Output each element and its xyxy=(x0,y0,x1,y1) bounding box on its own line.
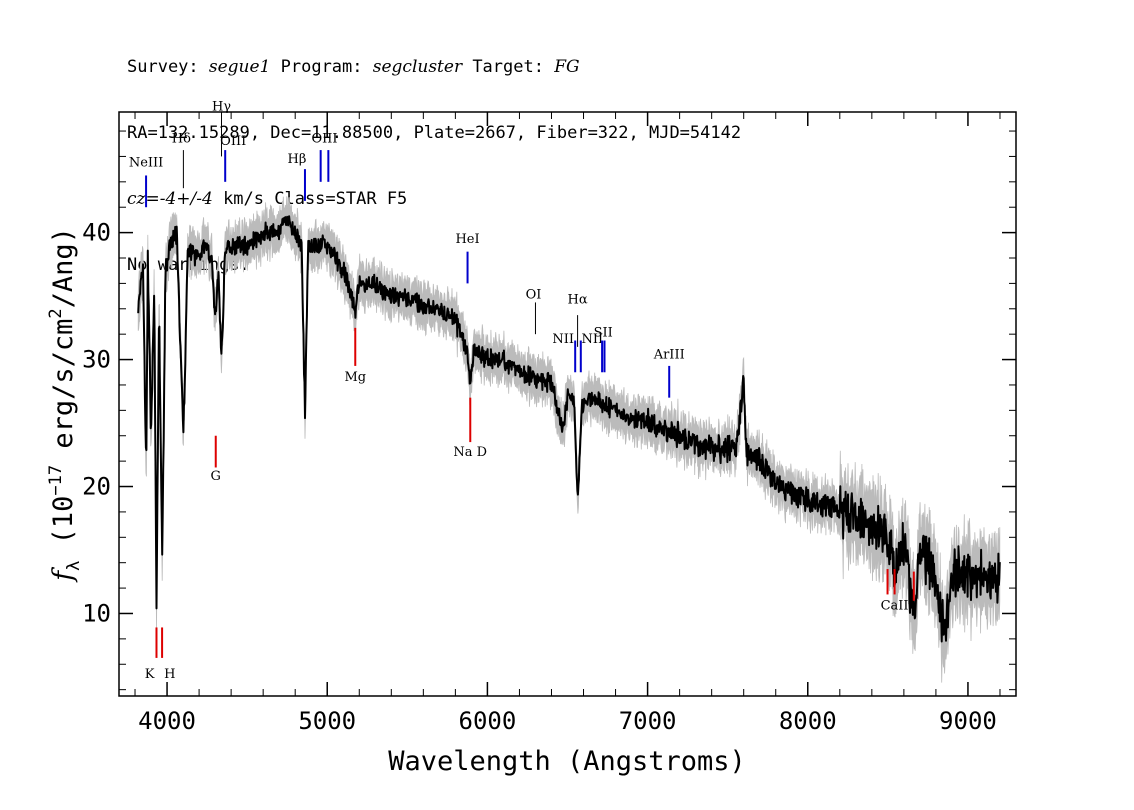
x-axis-ticks: 4000 5000 6000 7000 8000 9000 xyxy=(134,112,1001,735)
x-tick-label: 5000 xyxy=(298,707,356,735)
line-label: OIII xyxy=(311,131,337,146)
line-label: SII xyxy=(594,326,613,341)
error-band xyxy=(137,196,1001,683)
line-label: OI xyxy=(526,288,542,303)
line-label: HeI xyxy=(455,232,479,247)
line-label: OIII xyxy=(220,134,246,149)
target-value: FG xyxy=(554,57,580,77)
line-label: Hα xyxy=(568,293,588,308)
y-axis-ticks: 10 20 30 40 xyxy=(82,130,1016,691)
redshift-value: cz=-4+/-4 xyxy=(127,189,213,209)
error-band-area xyxy=(137,196,1001,683)
plot-frame xyxy=(118,111,1017,697)
flux-layer xyxy=(137,215,1001,643)
line-label: K xyxy=(145,667,155,682)
line-label: Hγ xyxy=(212,100,231,115)
spectrum-header: Survey: segue1 Program: segcluster Targe… xyxy=(127,12,741,298)
line-label: ArIII xyxy=(653,347,685,362)
y-tick-label: 40 xyxy=(82,219,111,247)
line-label: NeIII xyxy=(129,156,163,171)
header-line-survey: Survey: segue1 Program: segcluster Targe… xyxy=(127,56,741,78)
x-axis-title: Wavelength (Angstroms) xyxy=(388,746,746,777)
program-label: Program: xyxy=(270,57,373,77)
x-tick-label: 9000 xyxy=(939,707,997,735)
line-label: G xyxy=(211,469,221,484)
y-tick-label: 10 xyxy=(82,599,111,627)
y-tick-label: 30 xyxy=(82,346,111,374)
target-label: Target: xyxy=(462,57,555,77)
x-tick-label: 8000 xyxy=(779,707,837,735)
x-tick-label: 7000 xyxy=(619,707,677,735)
y-axis-title: fλ (10−17 erg/s/cm2/Ang) xyxy=(46,227,84,583)
line-label: Hβ xyxy=(288,152,307,167)
line-label: Hδ xyxy=(172,131,191,146)
survey-value: segue1 xyxy=(208,57,271,77)
class-value: km/s Class=STAR F5 xyxy=(212,189,408,209)
program-value: segcluster xyxy=(372,57,463,77)
y-tick-label: 20 xyxy=(82,473,111,501)
line-label: NII xyxy=(581,332,603,347)
flux-series-line xyxy=(137,215,1001,643)
header-line-coordinates: RA=132.15289, Dec=11.88500, Plate=2667, … xyxy=(127,123,742,143)
survey-label: Survey: xyxy=(127,57,209,77)
line-label: Mg xyxy=(344,370,366,385)
header-line-redshift: cz=-4+/-4 km/s Class=STAR F5 xyxy=(127,188,741,210)
line-label: Na D xyxy=(453,445,487,460)
line-label: CaII xyxy=(881,599,909,614)
x-tick-label: 4000 xyxy=(138,707,196,735)
line-label: H xyxy=(164,667,175,682)
line-markers: NeIIIHδHγOIIIHβOIIIHeIOINIIHαNIISIIArIII… xyxy=(129,100,915,682)
x-tick-label: 6000 xyxy=(459,707,517,735)
line-label: NII xyxy=(552,332,574,347)
